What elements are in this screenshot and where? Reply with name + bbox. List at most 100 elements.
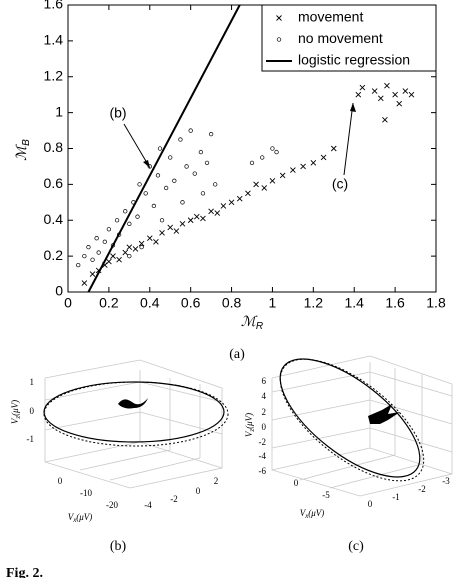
y-tick-label: 0 [55,283,63,299]
label-symbol: V [68,512,75,522]
point-x [392,91,398,98]
point-x [200,215,206,222]
annotation-arrow [343,102,354,176]
point-o [198,149,204,155]
point-o [270,146,275,151]
point-o [163,185,169,191]
point-o [86,245,91,250]
figure-caption: Fig. 2. [6,566,43,578]
point-o [155,173,161,178]
point-x [173,228,180,234]
point-x [402,88,409,94]
y-tick-label: 0.8 [44,139,64,155]
point-x [290,167,296,173]
point-o [127,221,132,226]
point-o [178,137,183,142]
point-x [228,199,235,206]
z-axis-label: Vz(μV) [10,400,22,424]
annotation: (b) [109,105,126,121]
legend-entries: movement no movement logistic regression [266,9,410,68]
x-tick-label: 0.4 [140,295,160,311]
point-o [192,171,197,176]
x-tick-label: 1 [269,295,277,311]
point-x [138,240,145,247]
z-tick-label: 4 [262,391,267,401]
panel-b: 1 0 -1 Vz(μV) 0 -10 -20 Vx(μV) -4 -2 0 2 [10,359,229,524]
x-tick-label: 1.4 [344,295,364,311]
annotation: (c) [332,176,348,192]
point-o [135,214,140,219]
x-tick-label: -20 [106,500,118,510]
y-tick-label: 0 [196,486,201,496]
point-o [106,227,112,232]
point-o [276,37,282,42]
point-x [396,100,403,107]
y-tick-label: 0.2 [44,247,64,263]
caption: (c) [348,539,364,554]
point-o [157,146,163,151]
label-subscript: x [72,516,77,524]
point-o [114,218,120,223]
point-x [384,82,390,89]
label-unit: (μV) [308,508,324,518]
point-x [116,256,122,263]
x-tick-label: 1.8 [426,295,446,311]
point-o [137,182,142,187]
label-unit: (μV) [76,512,92,522]
point-x [310,160,317,166]
point-x [106,258,112,265]
z-tick-label: -6 [259,466,267,476]
point-x [132,246,139,252]
point-x [377,95,384,102]
panel-c: 6 4 2 0 -2 -4 -6 Vz(μV) 0 -5 Vx(μV) 0 -1… [244,355,453,520]
z-axis-label: Vz(μV) [244,413,256,437]
point-x [371,88,378,94]
x-tick-label: -10 [80,488,92,498]
point-x [153,238,159,245]
point-o [143,191,148,196]
z-tick-label: -2 [259,437,267,447]
y-tick-label: -1 [392,492,400,502]
point-o [184,164,189,169]
point-o [90,257,95,262]
legend-label: movement [298,9,363,25]
point-o [260,155,265,160]
point-o [159,218,165,223]
point-o [82,253,87,259]
label-subscript: z [248,429,256,433]
x-axis-label: Vx(μV) [68,512,93,524]
trajectory-core [118,398,148,409]
x-tick-label: 1.2 [304,295,324,311]
y-tick-label: -2 [418,484,426,494]
label-subscript: z [14,416,22,420]
point-o [139,245,144,250]
x-tick-label: 0.2 [99,295,119,311]
y-tick-label: -2 [170,494,178,504]
point-o [180,200,185,205]
point-x [408,91,415,98]
label-subscript: x [304,512,309,520]
x-tick-label: 0 [58,476,63,486]
trajectory [43,381,225,443]
point-o [151,203,157,209]
y-label-subscript: B [21,139,32,146]
point-x [146,235,153,242]
z-tick-label: 1 [30,377,35,387]
point-x [261,185,268,191]
point-o [94,236,99,241]
x-label-subscript: R [256,321,263,332]
point-x [382,116,388,123]
point-x [179,221,186,227]
x-tick-label: 0.6 [181,295,201,311]
point-x [245,190,251,197]
caption: (b) [110,539,127,554]
legend-label: no movement [298,30,383,46]
point-x [355,91,362,98]
x-tick-label: 1.6 [385,295,405,311]
point-o [274,149,279,155]
point-x [193,213,200,220]
point-o [127,253,132,259]
label-symbol: V [10,417,20,424]
caption: (a) [229,347,245,362]
